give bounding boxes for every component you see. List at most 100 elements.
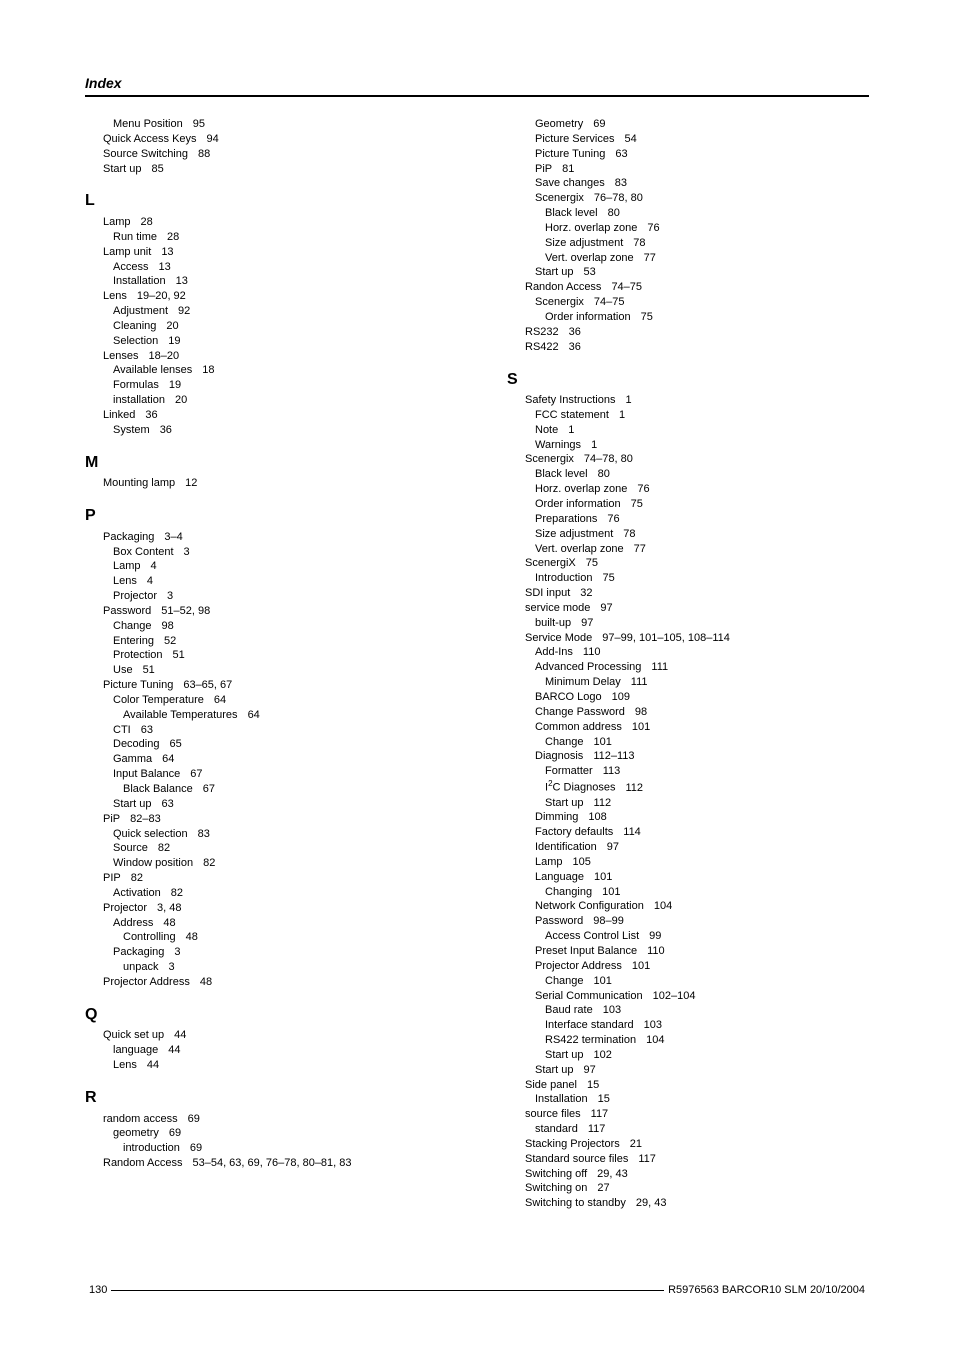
entry-term: Quick set up xyxy=(103,1029,164,1041)
entry-pages: 21 xyxy=(630,1138,642,1150)
index-entry: Switching to standby29, 43 xyxy=(525,1196,869,1211)
entry-term: Standard source files xyxy=(525,1153,628,1165)
index-entry: Gamma64 xyxy=(113,752,447,767)
index-entry: Change Password98 xyxy=(535,705,869,720)
entry-term: Projector xyxy=(103,902,147,914)
entry-term: RS422 termination xyxy=(545,1034,636,1046)
index-entry: Projector3 xyxy=(113,589,447,604)
entry-term: Lens xyxy=(103,290,127,302)
entry-pages: 101 xyxy=(632,721,650,733)
index-entry: Black Balance67 xyxy=(123,782,447,797)
index-entry: CTI63 xyxy=(113,723,447,738)
section-letter: M xyxy=(85,452,447,474)
index-entry: Use51 xyxy=(113,663,447,678)
entry-pages: 3, 48 xyxy=(157,902,181,914)
entry-term: Protection xyxy=(113,649,163,661)
entry-pages: 109 xyxy=(612,691,630,703)
entry-term: introduction xyxy=(123,1142,180,1154)
entry-term: Size adjustment xyxy=(545,237,623,249)
entry-pages: 75 xyxy=(586,557,598,569)
index-entry: Safety Instructions 1 xyxy=(525,393,869,408)
entry-pages: 75 xyxy=(641,311,653,323)
entry-term: Scenergix xyxy=(525,453,574,465)
index-entry: Note1 xyxy=(535,423,869,438)
entry-term: Start up xyxy=(545,1049,584,1061)
entry-term: Common address xyxy=(535,721,622,733)
index-entry: Order information75 xyxy=(545,310,869,325)
entry-pages: 101 xyxy=(594,871,612,883)
entry-pages: 94 xyxy=(207,133,219,145)
entry-pages: 82–83 xyxy=(130,813,161,825)
entry-pages: 48 xyxy=(200,976,212,988)
index-entry: Black level80 xyxy=(535,467,869,482)
entry-term: Box Content xyxy=(113,546,174,558)
entry-pages: 104 xyxy=(646,1034,664,1046)
index-entry: Common address 101 xyxy=(535,720,869,735)
entry-pages: 82 xyxy=(203,857,215,869)
entry-term: Activation xyxy=(113,887,161,899)
entry-pages: 98–99 xyxy=(593,915,624,927)
index-entry: Picture Services54 xyxy=(535,132,869,147)
index-entry: Input Balance67 xyxy=(113,767,447,782)
entry-pages: 77 xyxy=(634,543,646,555)
index-entry: Vert. overlap zone77 xyxy=(545,251,869,266)
entry-pages: 3 xyxy=(184,546,190,558)
index-entry: Access13 xyxy=(113,260,447,275)
entry-pages: 36 xyxy=(145,409,157,421)
entry-term: Safety Instructions xyxy=(525,394,616,406)
entry-pages: 117 xyxy=(591,1108,609,1120)
entry-term: Formulas xyxy=(113,379,159,391)
index-entry: Cleaning20 xyxy=(113,319,447,334)
index-entry: Source82 xyxy=(113,841,447,856)
entry-pages: 1 xyxy=(626,394,632,406)
index-entry: Entering52 xyxy=(113,634,447,649)
entry-pages: 104 xyxy=(654,900,672,912)
index-entry: Network Configuration104 xyxy=(535,899,869,914)
entry-term: Black level xyxy=(545,207,598,219)
page-footer: 130 R5976563 BARCOR10 SLM 20/10/2004 xyxy=(85,1290,869,1296)
entry-pages: 99 xyxy=(649,930,661,942)
index-entry: Run time28 xyxy=(113,230,447,245)
index-entry: I2C Diagnoses112 xyxy=(545,779,869,796)
entry-term: PIP xyxy=(103,872,121,884)
entry-pages: 97 xyxy=(607,841,619,853)
entry-term: Picture Services xyxy=(535,133,614,145)
entry-pages: 102 xyxy=(594,1049,612,1061)
entry-term: Controlling xyxy=(123,931,176,943)
entry-pages: 36 xyxy=(569,341,581,353)
index-entry: Box Content 3 xyxy=(113,545,447,560)
entry-pages: 117 xyxy=(638,1153,656,1165)
entry-pages: 69 xyxy=(190,1142,202,1154)
entry-term: Black Balance xyxy=(123,783,193,795)
entry-term: Input Balance xyxy=(113,768,180,780)
entry-term: Random Access xyxy=(103,1157,182,1169)
index-header: Index xyxy=(85,75,869,91)
entry-term: Serial Communication xyxy=(535,990,643,1002)
index-entry: Activation82 xyxy=(113,886,447,901)
entry-pages: 12 xyxy=(185,477,197,489)
index-columns: Menu Position95Quick Access Keys94Source… xyxy=(85,117,869,1211)
entry-pages: 44 xyxy=(147,1059,159,1071)
entry-pages: 75 xyxy=(602,572,614,584)
index-entry: SDI input32 xyxy=(525,586,869,601)
entry-pages: 36 xyxy=(569,326,581,338)
entry-pages: 101 xyxy=(632,960,650,972)
index-entry: Start up85 xyxy=(103,162,447,177)
entry-pages: 78 xyxy=(633,237,645,249)
index-entry: Packaging3 xyxy=(113,945,447,960)
entry-term: Lamp xyxy=(103,216,131,228)
entry-term: Dimming xyxy=(535,811,578,823)
entry-pages: 69 xyxy=(188,1113,200,1125)
entry-term: source files xyxy=(525,1108,581,1120)
entry-term: Access xyxy=(113,261,148,273)
index-entry: PiP82–83 xyxy=(103,812,447,827)
index-entry: Quick set up44 xyxy=(103,1028,447,1043)
index-entry: PiP81 xyxy=(535,162,869,177)
entry-pages: 97 xyxy=(584,1064,596,1076)
entry-pages: 19 xyxy=(169,379,181,391)
index-entry: Change98 xyxy=(113,619,447,634)
index-entry: BARCO Logo109 xyxy=(535,690,869,705)
entry-term: Color Temperature xyxy=(113,694,204,706)
index-entry: Interface standard103 xyxy=(545,1018,869,1033)
entry-term: Scenergix xyxy=(535,296,584,308)
